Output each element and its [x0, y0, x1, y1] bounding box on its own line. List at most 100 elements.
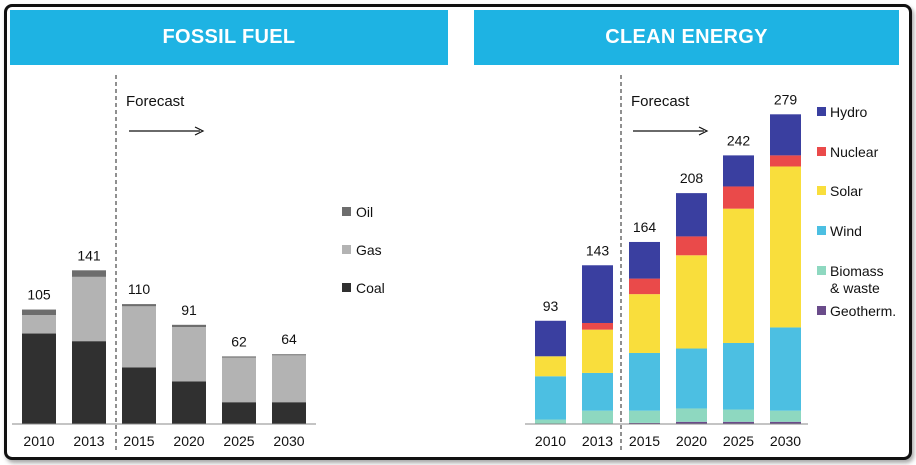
fossil-bar-2010-gas — [22, 315, 56, 334]
clean-bar-2020-biomass-waste — [676, 408, 707, 422]
clean-bar-2020-geotherm — [676, 421, 707, 424]
clean-tick-2025: 2025 — [723, 433, 754, 449]
fossil-bar-2025-coal — [222, 402, 256, 424]
clean-total-2020: 208 — [680, 170, 704, 186]
legend-label-nuclear: Nuclear — [830, 144, 879, 160]
clean-bar-2020-hydro — [676, 193, 707, 237]
fossil-total-2013: 141 — [77, 247, 101, 263]
legend-label-geotherm: Geotherm. — [830, 303, 896, 319]
clean-bar-2025-biomass-waste — [723, 409, 754, 422]
legend-item-solar: Solar — [817, 183, 863, 199]
clean-bar-2030-nuclear — [770, 155, 801, 167]
fossil-bar-2020-gas — [172, 326, 206, 382]
clean-bar-2013-biomass-waste — [582, 410, 613, 424]
fossil-tick-2015: 2015 — [123, 433, 154, 449]
clean-tick-2015: 2015 — [629, 433, 660, 449]
legend-swatch-coal — [342, 283, 351, 292]
clean-energy-header: CLEAN ENERGY — [474, 10, 899, 65]
clean-bar-2025-wind — [723, 342, 754, 410]
fossil-bar-2010-coal — [22, 333, 56, 424]
clean-bar-2013-hydro — [582, 265, 613, 323]
clean-bar-2015-nuclear — [629, 278, 660, 295]
clean-forecast-label: Forecast — [631, 93, 690, 110]
clean-total-2030: 279 — [774, 91, 798, 107]
clean-bar-2015-geotherm — [629, 422, 660, 424]
fossil-bar-2015-coal — [122, 367, 156, 424]
clean-bar-2030-wind — [770, 327, 801, 411]
fossil-bar-2013-gas — [72, 276, 106, 342]
fossil-tick-2025: 2025 — [223, 433, 254, 449]
clean-total-2015: 164 — [633, 219, 657, 235]
fossil-bar-2015-gas — [122, 306, 156, 368]
fossil-total-2030: 64 — [281, 331, 297, 347]
clean-bar-2025-hydro — [723, 155, 754, 187]
fossil-forecast-label: Forecast — [126, 93, 185, 110]
clean-bar-2030-geotherm — [770, 421, 801, 424]
legend-label-solar: Solar — [830, 183, 863, 199]
clean-bar-2030-hydro — [770, 114, 801, 156]
fossil-legend: Oil Gas Coal — [342, 204, 385, 296]
clean-bar-2013-solar — [582, 329, 613, 373]
clean-bar-2013-nuclear — [582, 322, 613, 330]
fossil-tick-2020: 2020 — [173, 433, 204, 449]
fossil-bar-2025-gas — [222, 357, 256, 403]
clean-bar-2025-solar — [723, 208, 754, 343]
clean-tick-2030: 2030 — [770, 433, 801, 449]
fossil-total-2015: 110 — [128, 281, 151, 297]
clean-bar-2020-solar — [676, 255, 707, 349]
clean-tick-2020: 2020 — [676, 433, 707, 449]
clean-bar-2020-nuclear — [676, 236, 707, 256]
clean-bar-2025-nuclear — [723, 186, 754, 209]
fossil-bar-2013-coal — [72, 341, 106, 424]
legend-swatch-nuclear — [817, 147, 826, 156]
legend-swatch-wind — [817, 226, 826, 235]
fossil-tick-2010: 2010 — [23, 433, 54, 449]
clean-x-tick-labels: 2010 2013 2015 2020 2025 2030 — [535, 433, 801, 449]
legend-item-nuclear: Nuclear — [817, 144, 879, 160]
clean-bar-2015-biomass-waste — [629, 410, 660, 423]
clean-bar-2015-wind — [629, 352, 660, 411]
fossil-total-2010: 105 — [27, 287, 51, 303]
legend-swatch-solar — [817, 186, 826, 195]
legend-label-wind: Wind — [830, 223, 862, 239]
fossil-bar-2010-oil — [22, 309, 56, 315]
clean-total-2010: 93 — [543, 298, 559, 314]
clean-bars — [535, 114, 801, 424]
legend-swatch-geotherm — [817, 306, 826, 315]
clean-total-2013: 143 — [586, 242, 610, 258]
clean-bar-2010-wind — [535, 376, 566, 420]
legend-swatch-hydro — [817, 107, 826, 116]
legend-item-wind: Wind — [817, 223, 862, 239]
fossil-fuel-header: FOSSIL FUEL — [10, 10, 448, 65]
legend-label-gas: Gas — [356, 242, 382, 258]
fossil-fuel-chart: Forecast 105 141 110 91 62 64 2010 2013 2015 202… — [12, 75, 385, 450]
fossil-bar-2025-oil — [222, 356, 256, 358]
clean-total-labels: 93 143 164 208 242 279 — [543, 91, 798, 313]
clean-bar-2030-solar — [770, 166, 801, 328]
legend-item-hydro: Hydro — [817, 104, 868, 120]
fossil-bar-2030-coal — [272, 402, 306, 424]
fossil-bar-2030-gas — [272, 355, 306, 403]
clean-bar-2010-hydro — [535, 320, 566, 357]
fossil-bar-2020-coal — [172, 381, 206, 424]
legend-label-biomass: Biomass & waste — [830, 263, 884, 296]
clean-bar-2030-biomass-waste — [770, 410, 801, 422]
clean-total-2025: 242 — [727, 132, 751, 148]
clean-tick-2010: 2010 — [535, 433, 566, 449]
legend-item-coal: Coal — [342, 280, 385, 296]
clean-forecast-arrow — [633, 126, 709, 136]
fossil-x-tick-labels: 2010 2013 2015 2020 2025 2030 — [23, 433, 304, 449]
fossil-bar-2013-oil — [72, 270, 106, 277]
fossil-total-2020: 91 — [181, 302, 197, 318]
legend-label-hydro: Hydro — [830, 104, 868, 120]
fossil-bar-2015-oil — [122, 304, 156, 307]
fossil-tick-2030: 2030 — [273, 433, 304, 449]
clean-legend: Hydro Nuclear Solar Wind Biomass & waste … — [817, 104, 896, 319]
legend-swatch-gas — [342, 245, 351, 254]
fossil-bar-2020-oil — [172, 324, 206, 327]
clean-tick-2013: 2013 — [582, 433, 613, 449]
fossil-tick-2013: 2013 — [73, 433, 104, 449]
legend-item-geotherm: Geotherm. — [817, 303, 896, 319]
